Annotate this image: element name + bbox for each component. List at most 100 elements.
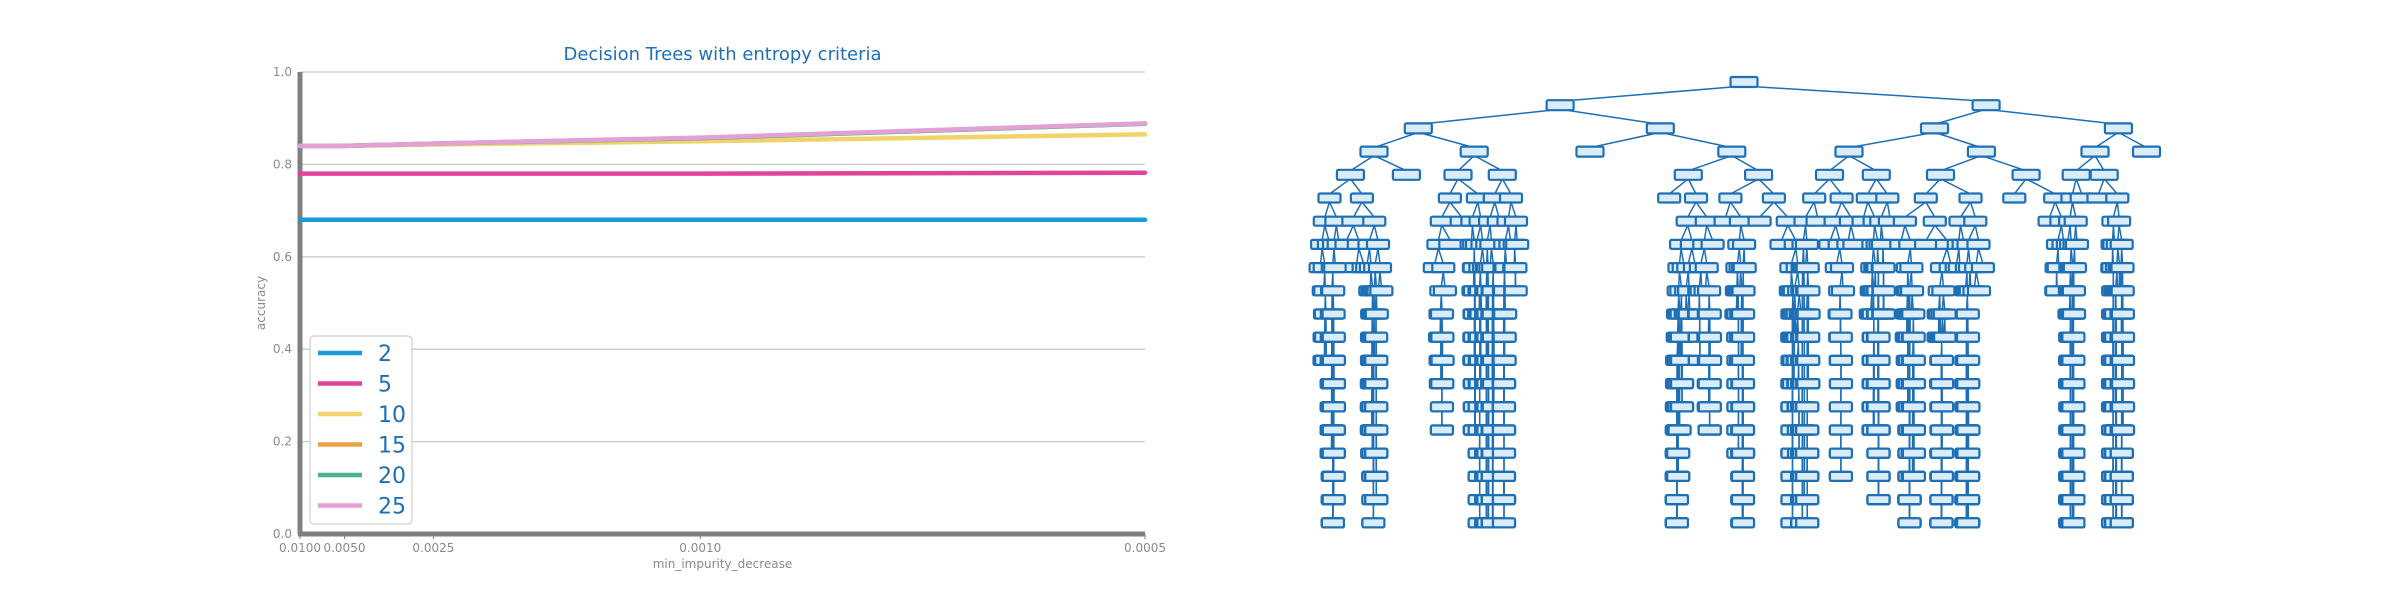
tree-edge <box>1560 85 1745 102</box>
tree-edge <box>2069 225 2072 241</box>
tree-node <box>1929 470 1955 482</box>
tree-edge <box>1796 317 1800 334</box>
tree-node <box>1505 238 1530 250</box>
tree-edge <box>1324 225 1330 241</box>
tree-node <box>1897 494 1922 506</box>
tree-node <box>1875 192 1900 204</box>
tree-edge <box>1813 201 1819 218</box>
tree-edge <box>2025 178 2056 195</box>
tree-node <box>1321 401 1347 413</box>
tree-edge <box>1981 154 2027 172</box>
tree-node <box>1901 401 1927 413</box>
tree-node <box>1956 401 1981 413</box>
tree-node <box>1673 168 1703 181</box>
tree-edge <box>1680 248 1685 264</box>
tree-edge <box>2116 271 2119 287</box>
tree-node <box>1966 285 1992 297</box>
line-chart: Decision Trees with entropy criteria 0.0… <box>254 44 1166 571</box>
tree-edge <box>1494 201 1500 218</box>
tree-node <box>1796 354 1821 366</box>
tree-node <box>1963 215 1988 227</box>
tree-node <box>1430 354 1455 366</box>
tree-edge <box>2075 155 2096 172</box>
tree-edge <box>1790 271 1794 287</box>
tree-node <box>1761 192 1787 204</box>
tree-node <box>1802 192 1827 204</box>
tree-node <box>1828 331 1853 343</box>
tree-node <box>1747 215 1772 227</box>
tree-edge <box>1489 225 1493 241</box>
tree-edge <box>1700 271 1703 287</box>
tree-node <box>1317 192 1342 204</box>
tree-node <box>2061 308 2087 320</box>
tree-edge <box>1355 248 1360 264</box>
tree-node <box>1956 447 1981 459</box>
tree-edge <box>1476 225 1482 241</box>
tree-edge <box>2118 131 2147 149</box>
tree-node <box>2089 168 2119 181</box>
tree-edge <box>1847 225 1852 241</box>
tree-edge <box>1504 225 1510 241</box>
tree-edge <box>1900 225 1906 241</box>
tree-node <box>2061 424 2086 436</box>
tree-node <box>1697 378 1722 390</box>
tree-node <box>1730 517 1756 529</box>
tree-node <box>1795 447 1820 459</box>
tree-node <box>1503 285 1528 297</box>
tree-node <box>1664 494 1690 506</box>
tree-node <box>1901 447 1927 459</box>
tree-node <box>2064 238 2089 250</box>
tree-node <box>1365 238 1391 250</box>
series-line-25 <box>297 121 1148 149</box>
tree-edge <box>1911 294 1915 311</box>
tree-node <box>1493 308 1518 320</box>
legend-label-2: 2 <box>378 342 392 367</box>
tree-node <box>1901 424 1927 436</box>
tree-node <box>1932 308 1957 320</box>
tree-node <box>1491 517 1517 529</box>
tree-node <box>1645 122 1675 135</box>
tree-node <box>1795 424 1820 436</box>
tree-node <box>1925 168 1956 181</box>
tree-node <box>1503 262 1528 274</box>
tree-edge <box>1700 248 1706 264</box>
tree-edge <box>2075 178 2083 195</box>
tree-edge <box>1743 248 1746 264</box>
tree-node <box>1866 494 1891 506</box>
tree-edge <box>1946 248 1952 264</box>
tree-edge <box>1471 201 1479 218</box>
tree-edge <box>1703 248 1708 264</box>
tree-node <box>1795 470 1820 482</box>
tree-edge <box>1934 224 1948 241</box>
tree-node <box>1913 192 1938 204</box>
tree-edge <box>1333 248 1336 264</box>
tree-edge <box>1437 225 1443 241</box>
tree-node <box>1971 99 2001 112</box>
tree-node <box>1814 168 1845 181</box>
tree-node <box>1828 401 1854 413</box>
tree-edge <box>1829 155 1850 172</box>
tree-edge <box>2111 248 2115 264</box>
tree-node <box>1431 262 1456 274</box>
tree-edge <box>2071 178 2077 195</box>
tree-node <box>1730 470 1756 482</box>
tree-node <box>2061 378 2086 390</box>
tree-edge <box>1379 271 1383 287</box>
tree-node <box>1956 378 1981 390</box>
tree-node <box>1730 401 1756 413</box>
tree-node <box>1369 285 1394 297</box>
tree-node <box>1956 354 1981 366</box>
tree-node <box>1919 122 1950 135</box>
tree-edge <box>2118 271 2121 287</box>
tree-edge <box>1940 178 1971 195</box>
tree-node <box>1364 447 1389 459</box>
tree-edge <box>1740 225 1745 241</box>
tree-edge <box>1743 85 1987 102</box>
tree-node <box>1697 308 1722 320</box>
tree-node <box>1730 308 1756 320</box>
tree-node <box>1364 331 1389 343</box>
tree-edge <box>1736 271 1739 287</box>
tree-node <box>1730 447 1756 459</box>
tree-node <box>1796 331 1821 343</box>
tree-edge <box>1418 108 1561 126</box>
